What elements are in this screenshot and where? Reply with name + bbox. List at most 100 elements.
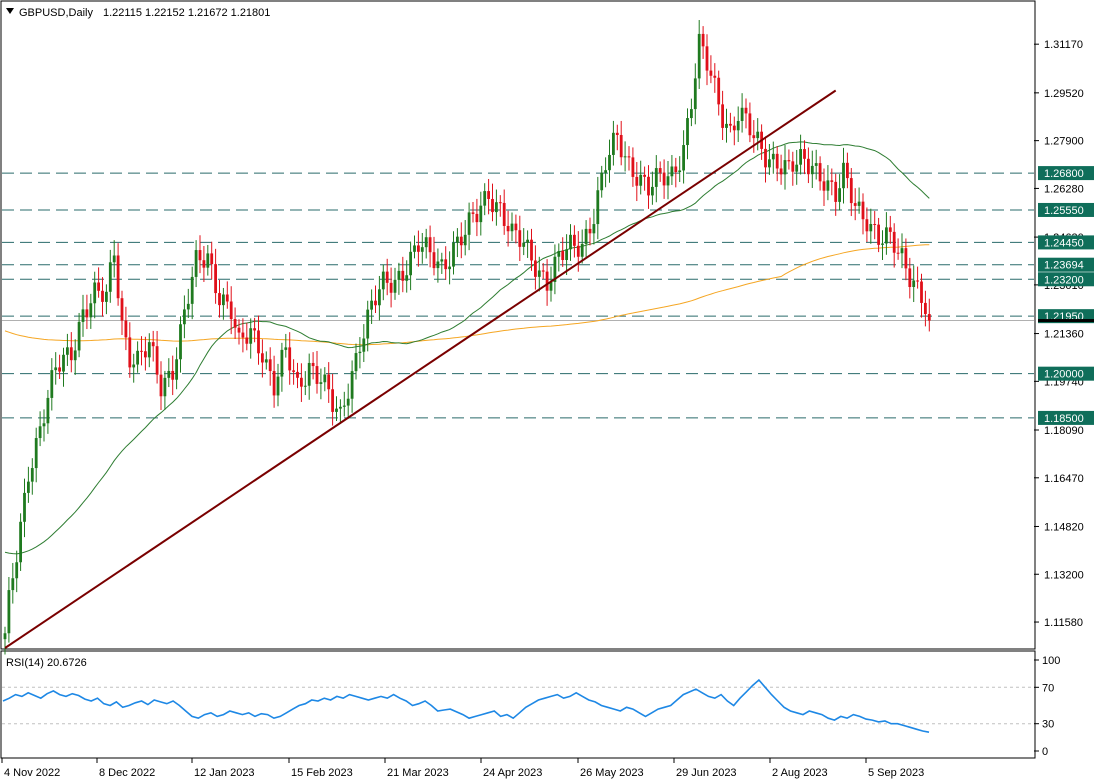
candle-body[interactable] (393, 279, 397, 293)
candle-body[interactable] (288, 347, 292, 371)
candle-body[interactable] (66, 347, 69, 355)
candle-body[interactable] (693, 78, 697, 110)
candle-body[interactable] (163, 377, 167, 397)
candle-body[interactable] (682, 145, 685, 171)
candle-body[interactable] (179, 324, 182, 360)
candle-body[interactable] (701, 33, 705, 47)
candle-body[interactable] (830, 180, 834, 182)
candle-body[interactable] (483, 191, 487, 206)
candle-body[interactable] (120, 298, 124, 321)
candle-body[interactable] (268, 359, 272, 372)
candle-body[interactable] (105, 291, 108, 302)
sma-200-line[interactable] (4, 244, 930, 346)
candle-body[interactable] (89, 303, 93, 318)
candle-body[interactable] (623, 156, 627, 158)
candle-body[interactable] (842, 162, 845, 189)
candle-body[interactable] (498, 202, 502, 204)
candle-body[interactable] (662, 172, 666, 186)
candle-body[interactable] (471, 212, 475, 214)
candle-body[interactable] (545, 271, 549, 291)
candle-body[interactable] (175, 359, 178, 380)
candle-body[interactable] (744, 107, 748, 114)
candle-body[interactable] (194, 250, 198, 277)
candle-body[interactable] (264, 359, 268, 363)
candle-body[interactable] (350, 371, 354, 399)
candle-body[interactable] (167, 370, 171, 378)
candle-body[interactable] (740, 107, 744, 121)
candle-body[interactable] (3, 633, 7, 640)
candle-body[interactable] (619, 135, 623, 158)
candle-body[interactable] (38, 426, 42, 439)
dropdown-triangle-icon[interactable] (6, 8, 14, 14)
candle-body[interactable] (15, 562, 19, 579)
candle-body[interactable] (108, 262, 112, 292)
candle-body[interactable] (725, 123, 728, 128)
candle-body[interactable] (615, 132, 619, 136)
candle-body[interactable] (838, 188, 841, 202)
candle-body[interactable] (409, 251, 412, 276)
candle-body[interactable] (491, 198, 494, 213)
candle-body[interactable] (865, 219, 869, 232)
candle-body[interactable] (210, 253, 214, 265)
candle-body[interactable] (487, 191, 490, 199)
candle-body[interactable] (11, 578, 15, 591)
candle-body[interactable] (479, 205, 483, 223)
candle-body[interactable] (124, 320, 128, 338)
candle-body[interactable] (397, 270, 401, 280)
candle-body[interactable] (307, 362, 311, 386)
candle-body[interactable] (284, 347, 288, 350)
candle-body[interactable] (900, 248, 904, 254)
candle-body[interactable] (690, 109, 693, 119)
candle-body[interactable] (432, 252, 436, 269)
candle-body[interactable] (378, 289, 381, 306)
candle-body[interactable] (534, 260, 537, 277)
candle-body[interactable] (50, 370, 54, 398)
candle-body[interactable] (561, 251, 565, 261)
candle-body[interactable] (584, 228, 588, 244)
candle-body[interactable] (405, 275, 409, 281)
candle-body[interactable] (245, 337, 249, 344)
candle-body[interactable] (459, 236, 463, 246)
candle-body[interactable] (420, 247, 424, 252)
rsi-panel[interactable] (0, 650, 1036, 759)
candle-body[interactable] (592, 224, 596, 234)
sma-50-line[interactable] (4, 141, 930, 555)
candle-body[interactable] (873, 223, 877, 225)
candle-body[interactable] (19, 521, 22, 563)
candle-body[interactable] (132, 364, 136, 368)
candle-body[interactable] (881, 243, 884, 245)
candle-body[interactable] (151, 342, 155, 347)
candle-body[interactable] (452, 242, 455, 267)
candle-body[interactable] (85, 309, 89, 318)
candle-body[interactable] (807, 158, 810, 175)
candle-body[interactable] (861, 201, 865, 220)
candle-body[interactable] (323, 374, 327, 383)
candle-body[interactable] (7, 590, 11, 634)
candle-body[interactable] (916, 280, 919, 282)
candle-body[interactable] (822, 181, 826, 191)
candle-body[interactable] (771, 153, 775, 160)
candle-body[interactable] (42, 423, 46, 427)
candle-body[interactable] (144, 351, 147, 358)
candle-body[interactable] (69, 347, 73, 361)
candle-body[interactable] (23, 492, 26, 522)
candle-body[interactable] (73, 350, 77, 361)
candle-body[interactable] (888, 227, 892, 232)
candle-body[interactable] (495, 202, 498, 213)
candle-body[interactable] (253, 328, 256, 331)
candle-body[interactable] (444, 259, 448, 270)
candle-body[interactable] (678, 170, 682, 173)
candle-body[interactable] (810, 165, 814, 175)
candle-body[interactable] (339, 406, 342, 409)
candle-body[interactable] (280, 349, 284, 377)
candle-body[interactable] (756, 131, 760, 139)
candle-body[interactable] (436, 261, 440, 269)
candle-body[interactable] (565, 249, 568, 261)
rsi-line[interactable] (2, 678, 930, 733)
candle-body[interactable] (463, 234, 467, 246)
candle-body[interactable] (631, 157, 635, 177)
candle-body[interactable] (627, 156, 631, 158)
candle-body[interactable] (779, 168, 783, 175)
candle-body[interactable] (222, 294, 225, 306)
